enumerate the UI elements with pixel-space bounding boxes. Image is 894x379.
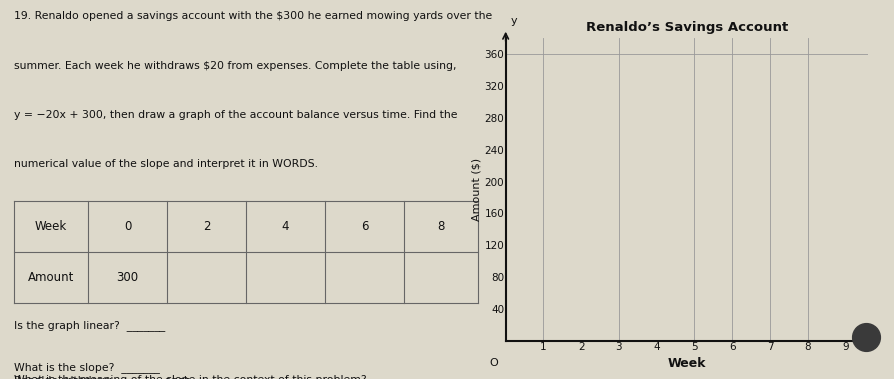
Text: 8: 8: [437, 220, 444, 233]
Text: What is the slope?  _______: What is the slope? _______: [13, 362, 159, 373]
Title: Renaldo’s Savings Account: Renaldo’s Savings Account: [586, 21, 787, 34]
Text: Week: Week: [35, 220, 67, 233]
Text: 300: 300: [116, 271, 139, 284]
Text: Amount: Amount: [28, 271, 74, 284]
Text: 4: 4: [282, 220, 289, 233]
Text: 2: 2: [202, 220, 210, 233]
Text: 0: 0: [123, 220, 131, 233]
Text: summer. Each week he withdraws $20 from expenses. Complete the table using,: summer. Each week he withdraws $20 from …: [13, 61, 456, 70]
Text: numerical value of the slope and interpret it in WORDS.: numerical value of the slope and interpr…: [13, 159, 317, 169]
Text: O: O: [489, 358, 498, 368]
Y-axis label: Amount ($): Amount ($): [471, 158, 481, 221]
Text: y: y: [510, 16, 517, 26]
Text: What is the meaning of the slope in the context of this problem?: What is the meaning of the slope in the …: [13, 375, 366, 379]
Text: 6: 6: [360, 220, 367, 233]
Text: y = −20x + 300, then draw a graph of the account balance versus time. Find the: y = −20x + 300, then draw a graph of the…: [13, 110, 457, 120]
X-axis label: Week: Week: [667, 357, 705, 370]
Text: Renaldo withdrew _________each __________.: Renaldo withdrew _________each _________…: [13, 375, 252, 379]
Text: 19. Renaldo opened a savings account with the $300 he earned mowing yards over t: 19. Renaldo opened a savings account wit…: [13, 11, 492, 21]
Text: Is the graph linear?  _______: Is the graph linear? _______: [13, 320, 164, 331]
